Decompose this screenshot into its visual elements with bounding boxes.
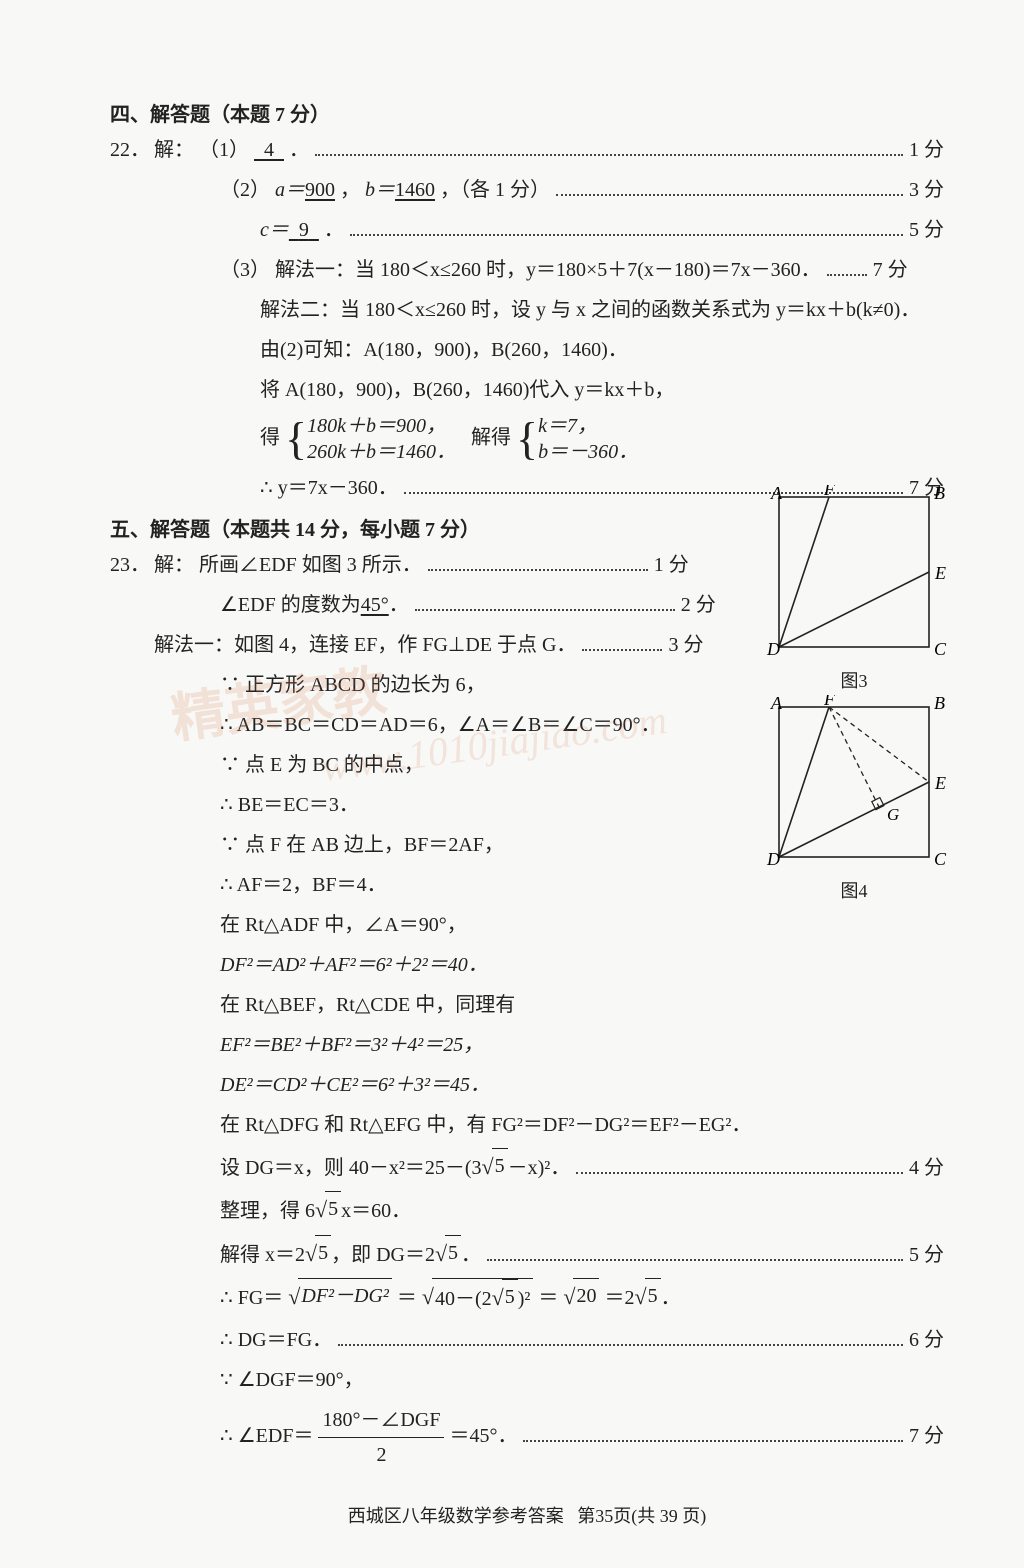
q23-l2-score: 2 分 [681, 588, 716, 622]
fig3-svg: A B C D F E [759, 485, 949, 660]
q23-m1-16: ∴ FG＝ √DF²－DG² ＝ √40－(2√5)² ＝ √20 ＝2√5． [110, 1278, 944, 1316]
q22-p3-m1: （3） 解法一：当 180＜x≤260 时，y＝180×5＋7(x－180)＝7… [110, 253, 944, 287]
sol-row1: k＝7， [538, 413, 638, 439]
fig3-caption: 图3 [759, 667, 949, 693]
q23-m1-14: 整理，得 6√5x＝60． [110, 1191, 944, 1228]
svg-text:B: B [934, 485, 945, 503]
c-label: c＝ [260, 219, 289, 241]
q23-m1-13-score: 4 分 [909, 1151, 944, 1185]
q23-number: 23． [110, 548, 154, 582]
q22-p1-label: （1） [199, 139, 249, 161]
dot-leader [487, 1243, 903, 1261]
q22-p2-ab: （2） a＝900 ， b＝1460 ，（各 1 分） 3 分 [110, 173, 944, 207]
dot-leader [428, 553, 648, 571]
a-value: 900 [305, 179, 335, 201]
c-value: 9 [289, 219, 319, 241]
dot-leader [350, 218, 903, 236]
q22-number: 22． [110, 133, 154, 167]
q22-p2c-score: 5 分 [909, 213, 944, 247]
svg-text:B: B [934, 695, 945, 713]
svg-text:A: A [770, 485, 783, 503]
q23-m1-13: 设 DG＝x，则 40－x²＝25－(3√5－x)²． 4 分 [110, 1148, 944, 1185]
q22-p2-c: c＝ 9 ． 5 分 [110, 213, 944, 247]
q23-m1-19: ∴ ∠EDF＝ 180°－∠DGF2 ＝45°． 7 分 [110, 1403, 944, 1472]
q23-m1-17-score: 6 分 [909, 1323, 944, 1357]
svg-text:D: D [766, 639, 780, 659]
b-value: 1460 [395, 179, 435, 201]
fig4-svg: A B C D F E G [759, 695, 949, 870]
svg-text:A: A [770, 695, 783, 713]
q23-m1-12: 在 Rt△DFG 和 Rt△EFG 中，有 FG²＝DF²－DG²＝EF²－EG… [110, 1108, 944, 1142]
q23-m1-18: ∵ ∠DGF＝90°， [110, 1363, 944, 1397]
q22-p2ab-score: 3 分 [909, 173, 944, 207]
q23-m1-10: EF²＝BE²＋BF²＝3²＋4²＝25， [110, 1028, 944, 1062]
figure-3: A B C D F E 图3 [759, 485, 949, 693]
q23-m1-head-score: 3 分 [668, 628, 703, 662]
q23-m1-7: 在 Rt△ADF 中，∠A＝90°， [110, 908, 944, 942]
sys-row2: 260k＋b＝1460． [307, 439, 456, 465]
svg-text:C: C [934, 849, 947, 869]
dot-leader [576, 1156, 903, 1174]
page: 精英家教 www.1010jiajiao.com 四、解答题（本题 7 分） 2… [0, 0, 1024, 1568]
q22-p3-m1-score: 7 分 [873, 253, 908, 287]
q22-p3-system: 得 { 180k＋b＝900， 260k＋b＝1460． 解得 { k＝7， b… [110, 413, 944, 465]
svg-text:F: F [823, 485, 836, 499]
svg-text:C: C [934, 639, 947, 659]
q23-m1-9: 在 Rt△BEF，Rt△CDE 中，同理有 [110, 988, 944, 1022]
q22-p1-score: 1 分 [909, 133, 944, 167]
dot-leader [827, 258, 867, 276]
q22-p1-after: ． [289, 139, 309, 161]
q22-p3-m2c: 将 A(180，900)，B(260，1460)代入 y＝kx＋b， [110, 373, 944, 407]
svg-text:G: G [887, 805, 899, 824]
dot-leader [315, 138, 903, 156]
page-footer: 西城区八年级数学参考答案 第35页(共 39 页) [110, 1502, 944, 1528]
p2-after: ，（各 1 分） [440, 179, 550, 201]
q23-m1-11: DE²＝CD²＋CE²＝6²＋3²＝45． [110, 1068, 944, 1102]
q23-m1-15: 解得 x＝2√5，即 DG＝2√5． 5 分 [110, 1235, 944, 1272]
q23-m1-17: ∴ DG＝FG． 6 分 [110, 1323, 944, 1357]
q22-solve-label: 解： [154, 139, 194, 161]
svg-text:E: E [934, 563, 946, 583]
dot-leader [556, 178, 903, 196]
dot-leader [523, 1424, 903, 1442]
fig4-caption: 图4 [759, 877, 949, 903]
q23-l1-score: 1 分 [654, 548, 689, 582]
svg-text:E: E [934, 773, 946, 793]
q23-m1-8: DF²＝AD²＋AF²＝6²＋2²＝40． [110, 948, 944, 982]
q22-p1: 22． 解： （1） 4 ． 1 分 [110, 133, 944, 167]
q22-p3-m2a: 解法二：当 180＜x≤260 时，设 y 与 x 之间的函数关系式为 y＝kx… [110, 293, 944, 327]
svg-text:D: D [766, 849, 780, 869]
a-label: a＝ [275, 179, 305, 201]
dot-leader [415, 593, 675, 611]
q22-p1-blank: 4 [254, 139, 284, 161]
q22-p3-m2b: 由(2)可知：A(180，900)，B(260，1460)． [110, 333, 944, 367]
q22-p3-label: （3） [220, 259, 270, 281]
dot-leader [582, 633, 662, 651]
q23-m1-15-score: 5 分 [909, 1238, 944, 1272]
section4-heading: 四、解答题（本题 7 分） [110, 98, 944, 127]
sol-row2: b＝－360． [538, 439, 638, 465]
svg-text:F: F [823, 695, 836, 709]
sys-row1: 180k＋b＝900， [307, 413, 456, 439]
angle-value: 45° [361, 594, 389, 616]
b-label: b＝ [365, 179, 395, 201]
dot-leader [338, 1328, 903, 1346]
figure-4: A B C D F E G 图4 [759, 695, 949, 903]
q23-m1-19-score: 7 分 [909, 1419, 944, 1453]
q22-p2-label: （2） [220, 179, 270, 201]
q22-p3-m1a: 解法一：当 180＜x≤260 时，y＝180×5＋7(x－180)＝7x－36… [275, 259, 821, 281]
